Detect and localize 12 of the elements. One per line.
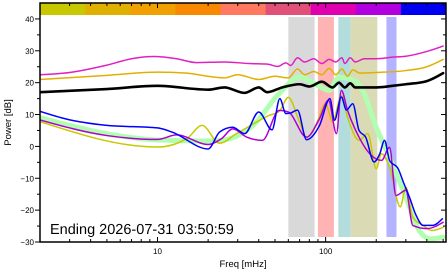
y-tick-label: −20 bbox=[20, 206, 35, 216]
y-tick-label: 20 bbox=[25, 78, 35, 88]
y-tick-label: 30 bbox=[25, 46, 35, 56]
y-tick-label: 0 bbox=[30, 142, 35, 152]
annotation: Ending 2026-07-31 03:50:59 bbox=[50, 222, 234, 238]
y-tick-label: 40 bbox=[25, 14, 35, 24]
x-axis-title: Freq [mHz] bbox=[220, 259, 266, 270]
y-tick-label: −30 bbox=[20, 238, 35, 247]
x-tick-label: 100 bbox=[318, 247, 333, 256]
y-axis-title: Power [dB] bbox=[3, 99, 14, 146]
y-tick-label: −10 bbox=[20, 174, 35, 184]
y-tick-label: 10 bbox=[25, 110, 35, 120]
